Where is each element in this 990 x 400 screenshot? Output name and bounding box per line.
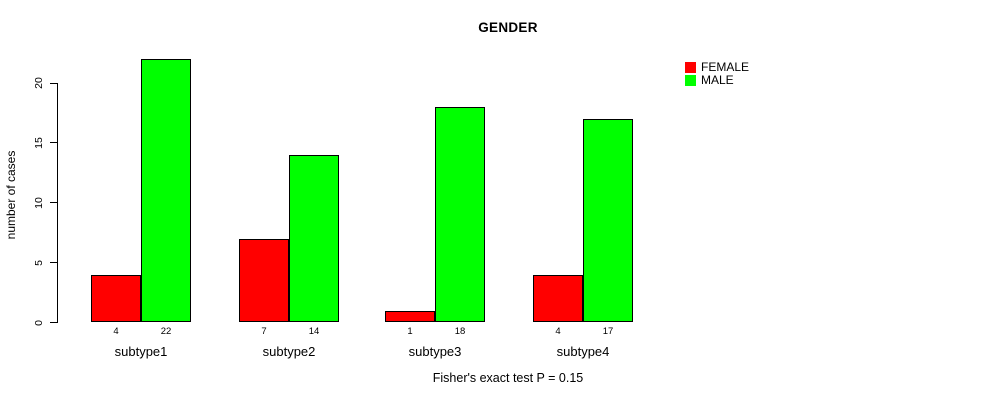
bar-value-label: 17 xyxy=(602,325,614,337)
y-axis-tick xyxy=(50,142,57,144)
bar-male-subtype2 xyxy=(289,154,339,323)
y-axis-line xyxy=(57,83,58,323)
y-axis-tick xyxy=(50,322,57,323)
bar-female-subtype3 xyxy=(385,310,435,323)
bar-female-subtype2 xyxy=(239,238,289,323)
bar-value-label: 18 xyxy=(454,325,466,337)
bar-male-subtype3 xyxy=(435,106,485,323)
legend: FEMALE MALE xyxy=(685,61,749,87)
bar-value-label: 7 xyxy=(261,325,267,337)
legend-swatch-male xyxy=(685,75,696,86)
bar-female-subtype4 xyxy=(533,274,583,323)
bar-female-subtype1 xyxy=(91,274,141,323)
bar-value-label: 4 xyxy=(113,325,119,337)
legend-row-male: MALE xyxy=(685,74,749,87)
y-axis-tick-label: 0 xyxy=(33,319,45,326)
bar-value-label: 4 xyxy=(555,325,561,337)
category-label-subtype3: subtype3 xyxy=(408,343,462,359)
bar-male-subtype1 xyxy=(141,59,191,323)
y-axis-tick-label: 20 xyxy=(33,77,45,89)
bar-value-label: 1 xyxy=(407,325,413,337)
legend-label: FEMALE xyxy=(701,60,750,74)
category-label-subtype2: subtype2 xyxy=(262,343,316,359)
legend-row-female: FEMALE xyxy=(685,61,749,74)
y-axis-tick-label: 15 xyxy=(33,137,45,149)
y-axis-tick xyxy=(50,82,57,84)
caption-text: Fisher's exact test P = 0.15 xyxy=(432,371,584,385)
legend-swatch-female xyxy=(685,62,696,73)
y-axis-tick xyxy=(50,202,57,204)
category-label-subtype4: subtype4 xyxy=(556,343,610,359)
y-axis-tick-label: 10 xyxy=(33,196,45,209)
bar-male-subtype4 xyxy=(583,118,633,323)
y-axis-tick-label: 5 xyxy=(33,259,45,266)
bar-value-label: 22 xyxy=(160,325,172,337)
chart-title: GENDER xyxy=(478,20,538,35)
y-axis-label: number of cases xyxy=(4,150,18,240)
y-axis-tick xyxy=(50,262,57,264)
category-label-subtype1: subtype1 xyxy=(114,343,168,359)
bar-value-label: 14 xyxy=(308,325,320,337)
legend-label: MALE xyxy=(701,73,734,87)
